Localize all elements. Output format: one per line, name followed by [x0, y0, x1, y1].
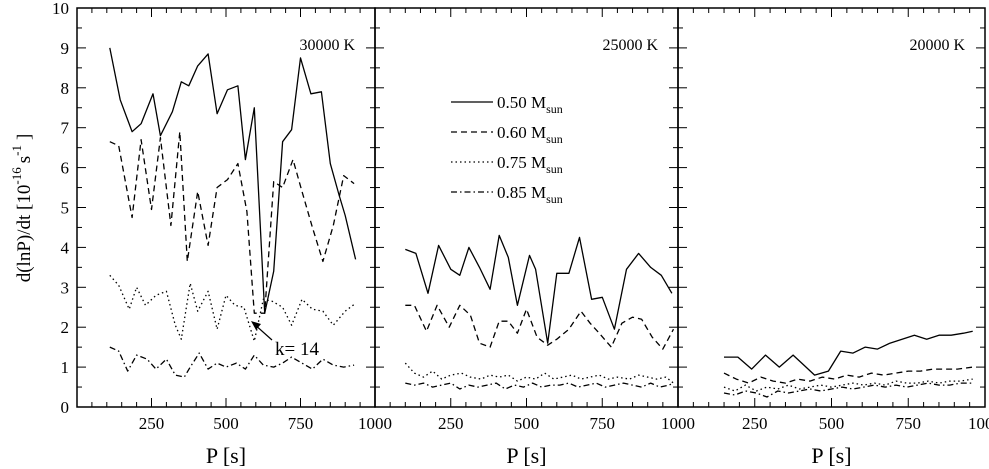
y-tick-label: 0 [61, 398, 70, 417]
y-tick-label: 5 [61, 199, 70, 218]
y-tick-label: 1 [61, 358, 70, 377]
panel-3: 20000 K 250 500 750 1000 P [s] [677, 7, 989, 468]
x-axis-label: P [s] [506, 443, 546, 468]
series-line-solid [724, 330, 973, 376]
panel-2: 25000 K 250 500 750 1000 P [s] [374, 7, 695, 468]
y-axis-label-close: ] [14, 134, 35, 140]
y-tick-label: 3 [61, 278, 70, 297]
plot-frame [374, 7, 679, 408]
legend-label: 0.50 Msun [497, 93, 563, 116]
plot-frame [677, 7, 986, 408]
panel-title: 30000 K [299, 37, 355, 54]
y-tick-label: 6 [61, 159, 70, 178]
plot-frame [76, 7, 376, 408]
series-line-dashdot [109, 346, 355, 378]
svg-text:d(lnP)/dt [10-16s-1]: d(lnP)/dt [10-16 s-1] [9, 134, 35, 283]
annotation-k14: k= 14 [251, 321, 319, 360]
panel-title: 25000 K [602, 37, 658, 54]
x-tick-label: 750 [288, 414, 314, 433]
annotation-text: k= 14 [275, 339, 319, 360]
panel-1: 30000 K 250 500 750 1000 0 1 2 3 4 5 6 7 8 9 10 P [s] [52, 0, 392, 468]
x-tick-label: 1000 [661, 414, 695, 433]
legend-label: 0.60 Msun [497, 123, 563, 146]
y-axis-label-exponent: -16 [9, 167, 24, 185]
y-tick-label: 2 [61, 318, 70, 337]
y-axis-label: d(lnP)/dt [10-16 s-1] [9, 134, 35, 283]
series-line-dashed [723, 366, 973, 384]
legend-label: 0.85 Msun [497, 183, 563, 206]
series-line-dashdot [405, 382, 674, 390]
x-tick-label: 250 [438, 414, 464, 433]
x-tick-label: 750 [896, 414, 922, 433]
legend-label-subscript: sun [546, 162, 563, 176]
y-tick-label: 4 [61, 238, 70, 257]
x-axis-label: P [s] [811, 443, 851, 468]
series-line-dotted [109, 274, 356, 342]
y-tick-label: 10 [52, 0, 69, 18]
series-line-solid [109, 47, 357, 314]
legend: 0.50 Msun 0.60 Msun 0.75 Msun 0.85 Msun [451, 93, 563, 206]
x-tick-label: 250 [139, 414, 165, 433]
series-line-solid [405, 234, 673, 344]
series-line-dotted [723, 378, 973, 392]
x-tick-label: 500 [213, 414, 239, 433]
x-tick-label: 250 [742, 414, 768, 433]
panel-title: 20000 K [909, 37, 965, 54]
x-tick-label: 1000 [968, 414, 989, 433]
x-tick-label: 500 [819, 414, 845, 433]
y-tick-label: 8 [61, 79, 70, 98]
x-tick-label: 500 [514, 414, 540, 433]
y-axis-label-unit-exponent: -1 [9, 145, 24, 156]
y-axis-label-main: d(lnP)/dt [10 [14, 185, 35, 283]
y-tick-label: 9 [61, 39, 70, 58]
series-line-dotted [404, 362, 674, 384]
series-line-dashed [405, 304, 675, 350]
x-axis-label: P [s] [206, 443, 246, 468]
series-line-dashdot [723, 382, 973, 398]
legend-label-subscript: sun [546, 132, 563, 146]
y-tick-label: 7 [61, 119, 70, 138]
annotation-arrowhead [251, 321, 261, 330]
x-tick-label: 750 [590, 414, 616, 433]
x-tick-label: 1000 [358, 414, 392, 433]
legend-label: 0.75 Msun [497, 153, 563, 176]
series-line-dashed [109, 131, 355, 314]
legend-label-subscript: sun [546, 102, 563, 116]
y-axis-label-unit: s [14, 156, 35, 163]
legend-label-subscript: sun [546, 192, 563, 206]
